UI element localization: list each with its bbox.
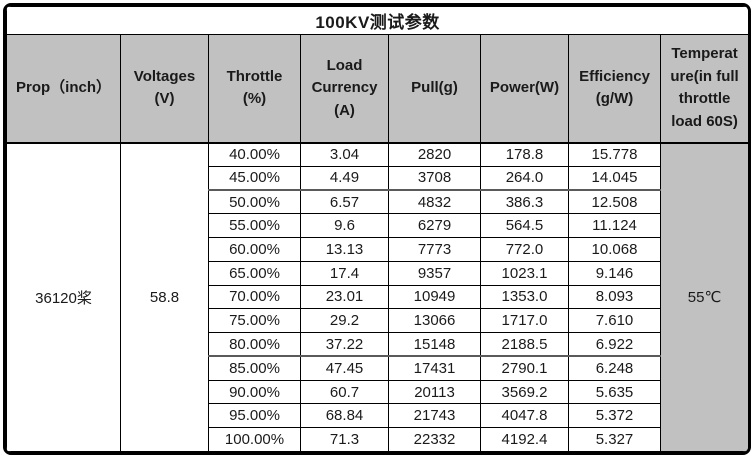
column-header-temperature: Temperat ure(in full throttle load 60S) [659,34,748,144]
pull-cell: 9357 [388,260,481,286]
prop-cell: 36120桨 [6,142,121,452]
efficiency-cell: 9.146 [568,260,661,286]
pull-cell: 6279 [388,213,481,239]
current-cell: 13.13 [300,237,389,262]
throttle-cell: 45.00% [208,165,301,191]
throttle-cell: 80.00% [208,332,301,357]
power-cell: 4047.8 [480,403,569,429]
power-cell: 1717.0 [480,308,569,334]
current-cell: 71.3 [300,427,389,452]
efficiency-cell: 5.327 [568,427,661,452]
efficiency-cell: 10.068 [568,237,661,262]
power-cell: 4192.4 [480,427,569,452]
efficiency-cell: 15.778 [568,142,661,167]
current-cell: 60.7 [300,379,389,405]
throttle-cell: 70.00% [208,284,301,310]
power-cell: 386.3 [480,189,569,215]
throttle-cell: 60.00% [208,237,301,262]
current-cell: 3.04 [300,142,389,167]
throttle-cell: 65.00% [208,260,301,286]
test-parameters-table: 100KV测试参数 Prop（inch） Voltages (V) Thrott… [6,6,749,452]
pull-cell: 20113 [388,379,481,405]
efficiency-cell: 14.045 [568,165,661,191]
power-cell: 2188.5 [480,332,569,357]
power-cell: 564.5 [480,213,569,239]
efficiency-cell: 6.248 [568,355,661,381]
efficiency-cell: 11.124 [568,213,661,239]
table-row: 80.00% 37.22 15148 2188.5 6.922 [7,332,749,357]
throttle-cell: 90.00% [208,379,301,405]
pull-cell: 7773 [388,237,481,262]
column-header-load-currency: Load Currency (A) [300,34,389,144]
pull-cell: 10949 [388,284,481,310]
table-row: 36120桨 58.8 40.00% 3.04 2820 178.8 15.778 55℃ [6,142,748,452]
table-row: 65.00% 17.4 9357 1023.1 9.146 [7,260,749,286]
pull-cell: 3708 [388,165,481,191]
table-row: 100.00% 71.3 22332 4192.4 5.327 [7,427,749,452]
throttle-cell: 95.00% [208,403,301,429]
efficiency-cell: 7.610 [568,308,661,334]
table-row: 70.00% 23.01 10949 1353.0 8.093 [7,284,749,310]
pull-cell: 15148 [388,332,481,357]
power-cell: 772.0 [480,237,569,262]
current-cell: 4.49 [300,165,389,191]
throttle-cell: 100.00% [208,427,301,452]
pull-cell: 22332 [388,427,481,452]
pull-cell: 21743 [388,403,481,429]
column-header-pull: Pull(g) [388,34,481,144]
current-cell: 37.22 [300,332,389,357]
pull-cell: 13066 [388,308,481,334]
current-cell: 47.45 [300,355,389,381]
table-row: 60.00% 13.13 7773 772.0 10.068 [7,237,749,262]
table-row: 55.00% 9.6 6279 564.5 11.124 [7,213,749,239]
current-cell: 17.4 [300,260,389,286]
throttle-cell: 75.00% [208,308,301,334]
efficiency-cell: 8.093 [568,284,661,310]
power-cell: 1023.1 [480,260,569,286]
table-row: 90.00% 60.7 20113 3569.2 5.635 [7,379,749,405]
title-row: 100KV测试参数 [6,6,748,35]
efficiency-cell: 5.635 [568,379,661,405]
table-body: 36120桨 58.8 40.00% 3.04 2820 178.8 15.778 55℃ 45… [6,142,749,452]
throttle-cell: 55.00% [208,213,301,239]
power-cell: 1353.0 [480,284,569,310]
current-cell: 29.2 [300,308,389,334]
power-cell: 178.8 [480,142,569,167]
voltage-cell: 58.8 [120,142,209,452]
table-row: 50.00% 6.57 4832 386.3 12.508 [7,189,749,215]
pull-cell: 4832 [388,189,481,215]
throttle-cell: 40.00% [208,142,301,167]
column-header-efficiency: Efficiency (g/W) [568,34,661,144]
current-cell: 6.57 [300,189,389,215]
power-cell: 264.0 [480,165,569,191]
column-header-voltages: Voltages (V) [120,34,209,144]
temperature-cell: 55℃ [659,142,748,452]
pull-cell: 17431 [388,355,481,381]
column-header-throttle: Throttle (%) [208,34,301,144]
column-header-prop: Prop（inch） [6,34,121,144]
throttle-cell: 50.00% [208,189,301,215]
efficiency-cell: 12.508 [568,189,661,215]
efficiency-cell: 5.372 [568,403,661,429]
table-title: 100KV测试参数 [6,6,748,35]
efficiency-cell: 6.922 [568,332,661,357]
power-cell: 2790.1 [480,355,569,381]
current-cell: 9.6 [300,213,389,239]
power-cell: 3569.2 [480,379,569,405]
throttle-cell: 85.00% [208,355,301,381]
column-header-power: Power(W) [480,34,569,144]
pull-cell: 2820 [388,142,481,167]
table-row: 45.00% 4.49 3708 264.0 14.045 [7,165,749,191]
current-cell: 68.84 [300,403,389,429]
current-cell: 23.01 [300,284,389,310]
header-row: Prop（inch） Voltages (V) Throttle (%) Loa… [6,34,748,144]
table-row: 85.00% 47.45 17431 2790.1 6.248 [7,355,749,381]
table-frame: 100KV测试参数 Prop（inch） Voltages (V) Thrott… [3,3,751,455]
table-row: 95.00% 68.84 21743 4047.8 5.372 [7,403,749,429]
